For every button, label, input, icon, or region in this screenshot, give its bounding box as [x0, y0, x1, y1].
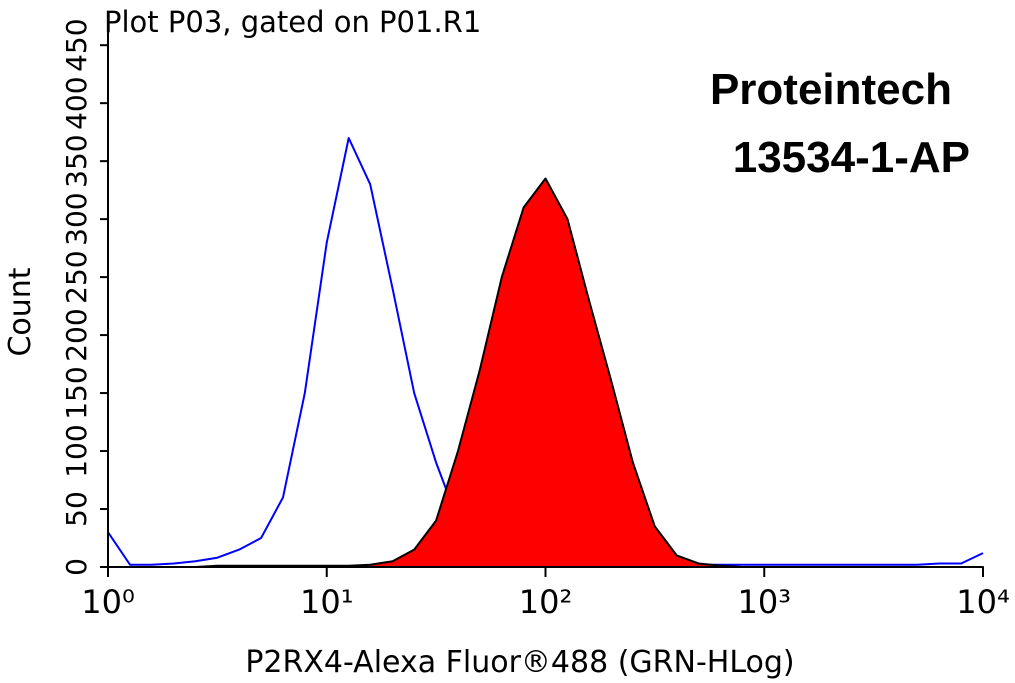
y-tick-label: 400 [60, 76, 93, 129]
y-tick-label: 200 [60, 308, 93, 361]
x-tick-label: 10⁰ [81, 583, 135, 621]
x-tick-label: 10¹ [300, 583, 354, 621]
x-axis-label: P2RX4-Alexa Fluor®488 (GRN-HLog) [245, 645, 794, 680]
y-tick-label: 350 [60, 134, 93, 187]
x-tick-label: 10² [519, 583, 573, 621]
annotation: Proteintech [710, 65, 952, 114]
y-tick-label: 100 [60, 424, 93, 477]
y-tick-label: 50 [60, 491, 93, 527]
chart-title: Plot P03, gated on P01.R1 [104, 5, 481, 39]
y-tick-label: 150 [60, 366, 93, 419]
y-tick-label: 250 [60, 250, 93, 303]
histogram-area [107, 177, 984, 568]
y-tick-label: 0 [60, 558, 93, 576]
y-tick-label: 450 [60, 18, 93, 71]
x-tick-label: 10³ [737, 583, 791, 621]
annotation: 13534-1-AP [733, 133, 970, 182]
y-tick-label: 300 [60, 192, 93, 245]
x-tick-label: 10⁴ [956, 583, 1010, 621]
y-axis-label: Count [3, 267, 38, 356]
